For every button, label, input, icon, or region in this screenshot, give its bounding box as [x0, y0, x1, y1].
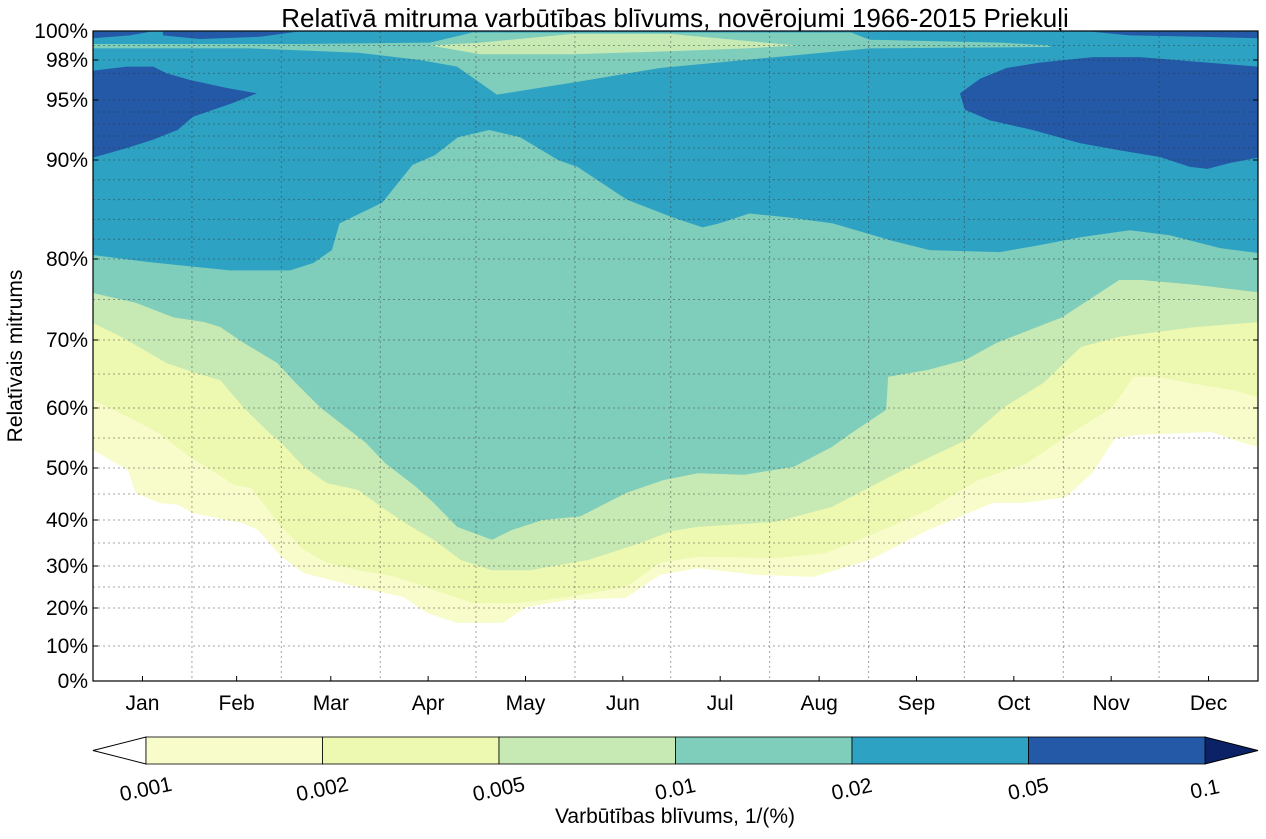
colorbar-label: Varbūtības blīvums, 1/(%)	[555, 805, 795, 828]
y-tick-label: 90%	[46, 149, 88, 172]
y-axis-label: Relatīvais mitrums	[4, 270, 27, 443]
contour-fills	[93, 31, 1258, 623]
x-tick-label: May	[506, 692, 546, 715]
colorbar-tick-label: 0.01	[653, 774, 698, 805]
y-tick-label: 30%	[46, 555, 88, 578]
y-tick-label: 70%	[46, 329, 88, 352]
x-tick-label: Apr	[412, 692, 445, 715]
grid-lines	[93, 31, 1258, 681]
y-tick-label: 20%	[46, 597, 88, 620]
y-tick-label: 98%	[46, 49, 88, 72]
x-tick-label: Aug	[800, 692, 837, 715]
contour-patch-0.05	[959, 57, 1258, 169]
y-tick-label: 0%	[58, 670, 88, 693]
contour-patch-0.05	[1091, 31, 1258, 39]
contour-patch-0.05	[162, 31, 297, 39]
colorbar-over-extend	[1204, 736, 1259, 765]
plot-frame	[92, 30, 1259, 682]
chart-title: Relatīvā mitruma varbūtības blīvums, nov…	[281, 3, 1069, 33]
y-tick-label: 50%	[46, 457, 88, 480]
colorbar: 0.001 0.002 0.005 0.01 0.02 0.05 0.1	[92, 736, 1259, 806]
x-axis: Jan Feb Mar Apr May Jun Jul Aug Sep Oct Nov Dec	[126, 676, 1227, 715]
contour-patch-0.005	[429, 33, 797, 55]
colorbar-tick-label: 0.05	[1006, 774, 1051, 805]
colorbar-tick-label: 0.002	[294, 773, 350, 806]
x-tick-label: Oct	[997, 692, 1030, 715]
colorbar-segment	[322, 736, 500, 765]
contour-patch-0.01	[93, 32, 1051, 95]
x-tick-label: Jun	[606, 692, 640, 715]
y-axis: 0% 10% 20% 30% 40% 50% 60% 70% 80% 90% 95% 98% 100%	[34, 20, 1258, 693]
colorbar-segment	[498, 736, 676, 765]
y-tick-label: 80%	[46, 248, 88, 271]
colorbar-tick-label: 0.1	[1188, 775, 1221, 804]
y-tick-label: 10%	[46, 635, 88, 658]
x-tick-label: Dec	[1190, 692, 1227, 715]
x-tick-label: Jan	[126, 692, 160, 715]
colorbar-under-extend	[92, 736, 147, 765]
y-tick-label: 100%	[34, 20, 88, 43]
y-tick-label: 60%	[46, 397, 88, 420]
x-tick-label: Jul	[707, 692, 734, 715]
contour-patch-0.05	[93, 31, 151, 39]
y-tick-label: 95%	[46, 89, 88, 112]
colorbar-tick-label: 0.005	[471, 773, 527, 806]
colorbar-tick-label: 0.001	[118, 773, 174, 806]
colorbar-segment	[145, 736, 323, 765]
colorbar-segment	[1028, 736, 1206, 765]
x-tick-label: Mar	[313, 692, 349, 715]
colorbar-tick-label: 0.02	[830, 774, 875, 805]
x-tick-label: Feb	[219, 692, 255, 715]
colorbar-segment	[851, 736, 1029, 765]
x-tick-label: Nov	[1092, 692, 1130, 715]
y-tick-label: 40%	[46, 509, 88, 532]
colorbar-segment	[675, 736, 853, 765]
contour-patch-0.05	[93, 66, 258, 158]
x-tick-label: Sep	[898, 692, 935, 715]
